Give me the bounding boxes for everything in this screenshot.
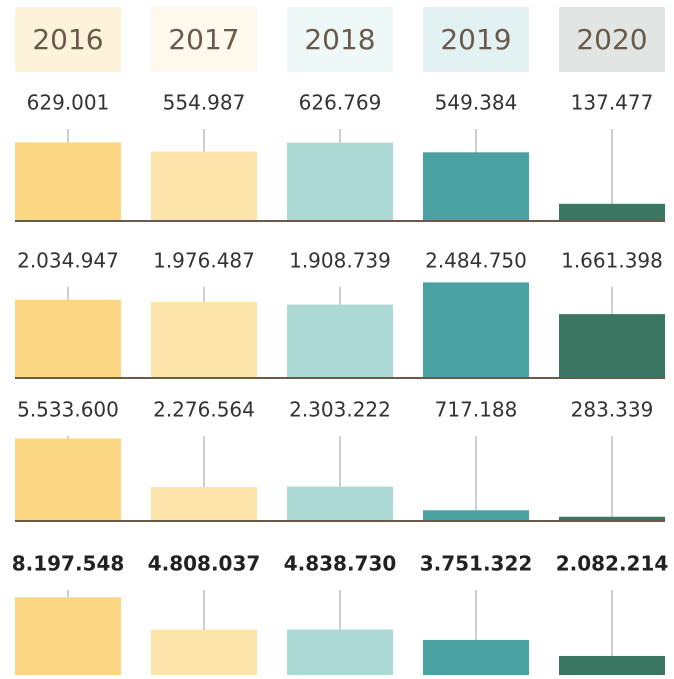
- value-label: 1.976.487: [153, 249, 255, 273]
- bar: [151, 487, 257, 521]
- year-label: 2017: [168, 23, 239, 56]
- value-label: 626.769: [299, 91, 382, 115]
- value-label: 1.661.398: [561, 249, 663, 273]
- bar: [15, 142, 121, 221]
- bar: [15, 438, 121, 521]
- bar: [287, 629, 393, 676]
- value-label: 283.339: [571, 398, 654, 422]
- value-label: 4.808.037: [148, 552, 261, 576]
- bar: [559, 516, 665, 521]
- bar: [287, 304, 393, 378]
- value-label: 3.751.322: [420, 552, 533, 576]
- bar: [559, 314, 665, 378]
- bar: [423, 639, 529, 676]
- bar: [423, 510, 529, 521]
- value-label: 4.838.730: [284, 552, 397, 576]
- bar: [423, 152, 529, 221]
- bar: [151, 301, 257, 378]
- value-label: 717.188: [435, 398, 518, 422]
- value-label: 2.303.222: [289, 398, 391, 422]
- value-label: 2.276.564: [153, 398, 255, 422]
- value-label: 2.484.750: [425, 249, 527, 273]
- value-label: 554.987: [163, 91, 246, 115]
- value-label: 5.533.600: [17, 398, 119, 422]
- year-header: [15, 7, 121, 72]
- bar: [423, 282, 529, 378]
- bar: [287, 142, 393, 221]
- value-label: 8.197.548: [12, 552, 125, 576]
- year-header: [559, 7, 665, 72]
- value-label: 2.034.947: [17, 249, 119, 273]
- year-label: 2019: [440, 23, 511, 56]
- value-label: 549.384: [435, 91, 518, 115]
- bar: [15, 299, 121, 378]
- bar: [151, 629, 257, 676]
- year-header: [423, 7, 529, 72]
- bar: [559, 203, 665, 221]
- value-label: 1.908.739: [289, 249, 391, 273]
- year-header: [287, 7, 393, 72]
- value-label: 137.477: [571, 91, 654, 115]
- bar: [15, 597, 121, 676]
- year-label: 2016: [32, 23, 103, 56]
- bar: [559, 655, 665, 676]
- bar: [287, 486, 393, 521]
- year-label: 2020: [576, 23, 647, 56]
- bar: [151, 151, 257, 221]
- value-label: 629.001: [27, 91, 110, 115]
- year-label: 2018: [304, 23, 375, 56]
- value-label: 2.082.214: [556, 552, 669, 576]
- year-header: [151, 7, 257, 72]
